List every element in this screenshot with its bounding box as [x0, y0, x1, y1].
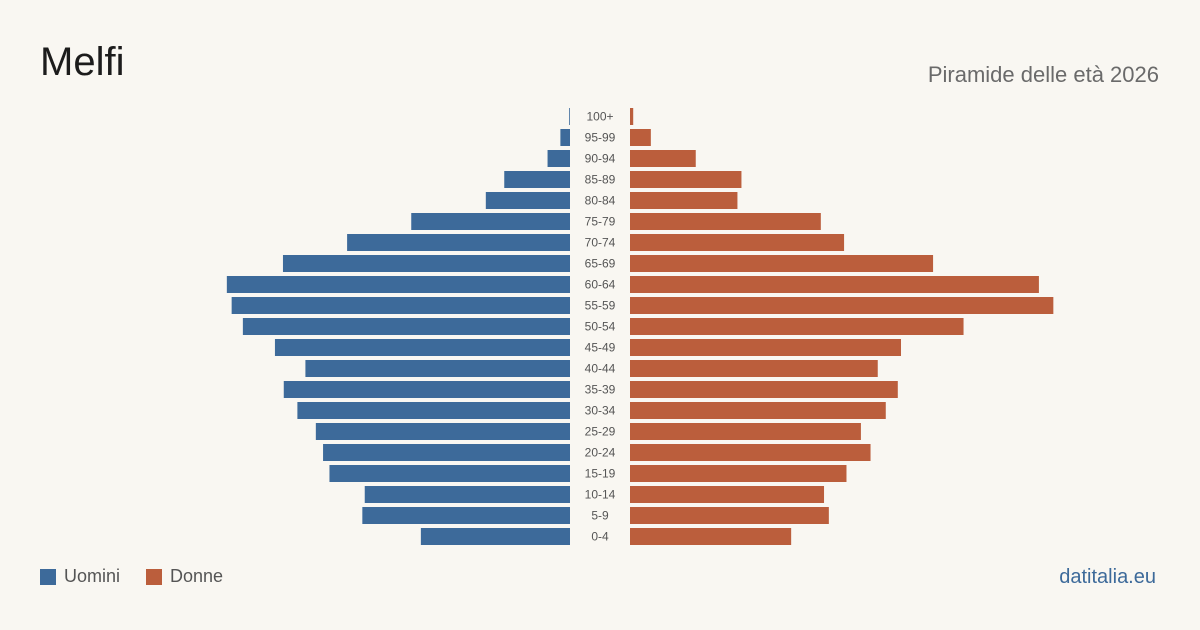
age-label-65-69: 65-69 [585, 257, 616, 271]
bar-men-85-89 [504, 171, 570, 188]
legend-item-women: Donne [146, 566, 223, 587]
bar-women-65-69 [630, 255, 934, 272]
age-label-45-49: 45-49 [585, 341, 616, 355]
age-label-60-64: 60-64 [585, 278, 616, 292]
legend-swatch-men [40, 568, 56, 585]
bar-men-40-44 [305, 360, 570, 377]
bar-women-100+ [630, 108, 634, 125]
bar-women-45-49 [630, 339, 902, 356]
bar-men-100+ [569, 108, 570, 125]
age-label-35-39: 35-39 [585, 383, 616, 397]
age-label-80-84: 80-84 [585, 194, 616, 208]
bar-men-5-9 [362, 507, 570, 524]
age-label-20-24: 20-24 [585, 446, 616, 460]
age-label-15-19: 15-19 [585, 467, 616, 481]
bar-women-80-84 [630, 192, 738, 209]
chart-title: Melfi [40, 40, 125, 84]
bar-women-30-34 [630, 402, 886, 419]
site-link[interactable]: datitalia.eu [1059, 566, 1156, 588]
bar-men-80-84 [485, 192, 570, 209]
age-label-0-4: 0-4 [591, 530, 609, 544]
bar-women-25-29 [630, 423, 861, 440]
age-label-40-44: 40-44 [585, 362, 616, 376]
bar-women-5-9 [630, 507, 829, 524]
age-label-75-79: 75-79 [585, 215, 616, 229]
age-label-25-29: 25-29 [585, 425, 616, 439]
bar-men-60-64 [226, 276, 571, 293]
legend-item-men: Uomini [40, 566, 120, 587]
age-label-50-54: 50-54 [585, 320, 616, 334]
bar-women-40-44 [630, 360, 878, 377]
bar-women-75-79 [630, 213, 821, 230]
legend: Uomini Donne [40, 566, 249, 587]
bar-women-15-19 [630, 465, 847, 482]
bar-men-90-94 [547, 150, 570, 167]
bar-women-55-59 [630, 297, 1054, 314]
bar-men-35-39 [283, 381, 570, 398]
bar-men-50-54 [242, 318, 570, 335]
age-label-85-89: 85-89 [585, 173, 616, 187]
bar-men-15-19 [329, 465, 570, 482]
bar-men-75-79 [411, 213, 570, 230]
chart-subtitle: Piramide delle età 2026 [927, 62, 1159, 87]
bar-women-85-89 [630, 171, 742, 188]
age-label-10-14: 10-14 [585, 488, 616, 502]
legend-swatch-women [146, 568, 163, 585]
bar-men-70-74 [347, 234, 570, 251]
bar-men-20-24 [323, 444, 570, 461]
bar-women-50-54 [630, 318, 964, 335]
bar-men-10-14 [364, 486, 570, 503]
bar-women-20-24 [630, 444, 871, 461]
age-label-90-94: 90-94 [585, 152, 616, 166]
age-label-55-59: 55-59 [585, 299, 616, 313]
bar-men-65-69 [282, 255, 570, 272]
age-label-95-99: 95-99 [585, 131, 616, 145]
bar-women-90-94 [630, 150, 696, 167]
age-label-70-74: 70-74 [585, 236, 616, 250]
bar-women-60-64 [630, 276, 1039, 293]
bar-women-35-39 [630, 381, 898, 398]
bar-women-70-74 [630, 234, 845, 251]
bar-men-25-29 [315, 423, 570, 440]
bar-women-10-14 [630, 486, 825, 503]
bar-men-45-49 [274, 339, 570, 356]
legend-label-women: Donne [170, 566, 224, 586]
bar-men-0-4 [420, 528, 570, 545]
age-label-100+: 100+ [586, 110, 613, 124]
bar-men-30-34 [297, 402, 570, 419]
bar-men-55-59 [231, 297, 570, 314]
legend-label-men: Uomini [64, 566, 121, 586]
bar-men-95-99 [560, 129, 570, 146]
bar-women-95-99 [630, 129, 651, 146]
age-label-5-9: 5-9 [591, 509, 609, 523]
bar-women-0-4 [630, 528, 792, 545]
age-label-30-34: 30-34 [585, 404, 616, 418]
